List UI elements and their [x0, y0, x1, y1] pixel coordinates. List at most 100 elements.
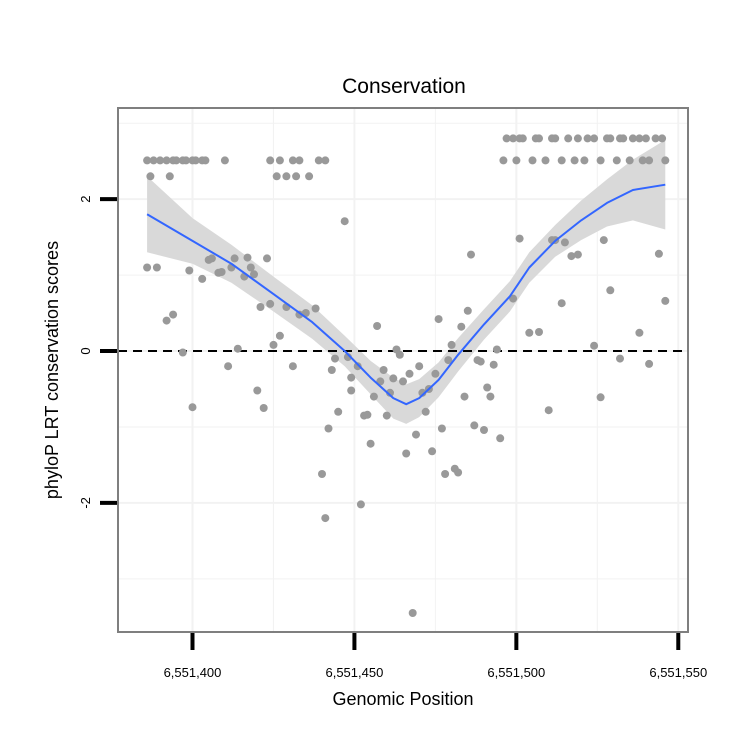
data-point [324, 424, 333, 433]
data-point [282, 172, 291, 181]
data-point [259, 404, 268, 412]
data-point [635, 134, 644, 143]
data-point [198, 274, 207, 283]
data-point [217, 268, 226, 276]
data-point [162, 156, 171, 165]
data-point [645, 156, 654, 165]
data-point [269, 340, 278, 349]
data-point [612, 156, 621, 165]
data-point [541, 156, 550, 165]
data-point [518, 134, 527, 143]
data-point [489, 360, 498, 369]
data-point [590, 134, 599, 143]
data-point [447, 340, 456, 349]
data-point [275, 156, 284, 165]
data-point [619, 134, 628, 143]
data-point [412, 430, 420, 439]
y-tick-label: 2 [78, 196, 93, 203]
data-point [395, 350, 404, 359]
data-point [230, 254, 239, 263]
data-point [314, 156, 323, 165]
y-tick-label: -2 [78, 497, 93, 509]
data-point [502, 134, 511, 143]
data-point [288, 362, 297, 371]
data-point [143, 156, 152, 165]
data-point [347, 386, 356, 395]
data-point [535, 328, 543, 336]
data-point [557, 156, 566, 165]
data-point [295, 156, 304, 165]
data-point [496, 434, 505, 443]
data-point [492, 345, 501, 354]
data-point [149, 156, 158, 165]
data-point [331, 354, 339, 363]
data-point [654, 249, 663, 258]
data-point [263, 254, 271, 263]
x-axis: 6,551,400 6,551,450 6,551,500 6,551,550 [164, 633, 707, 680]
data-point [178, 348, 187, 357]
data-point [275, 331, 284, 340]
data-point [525, 328, 534, 337]
data-point [544, 406, 553, 415]
x-tick-label: 6,551,550 [649, 665, 707, 680]
data-point [256, 303, 265, 311]
data-point [191, 156, 200, 165]
data-point [327, 366, 336, 374]
data-point [415, 362, 424, 371]
data-point [645, 359, 654, 368]
data-point [528, 156, 537, 165]
data-point [382, 411, 391, 420]
data-point [457, 322, 466, 331]
data-point [596, 393, 605, 402]
x-tick-label: 6,551,400 [164, 665, 222, 680]
data-point [470, 421, 479, 430]
data-point [635, 328, 644, 337]
data-point [512, 156, 521, 165]
x-tick-label: 6,551,450 [325, 665, 383, 680]
data-point [596, 156, 605, 165]
data-point [638, 156, 647, 165]
data-point [434, 315, 443, 324]
data-point [318, 470, 326, 478]
data-point [551, 134, 560, 143]
data-point [467, 250, 475, 259]
data-point [156, 156, 165, 165]
data-point [356, 500, 365, 509]
smooth-line [146, 183, 666, 406]
data-point [165, 172, 174, 181]
data-point [661, 296, 670, 305]
data-point [535, 134, 543, 143]
data-point [486, 392, 495, 401]
data-point [567, 252, 576, 261]
data-point [311, 304, 320, 313]
data-point [172, 156, 181, 165]
data-point [661, 156, 670, 165]
confidence-band [147, 139, 666, 424]
data-point [246, 263, 255, 272]
data-point [224, 362, 233, 371]
data-point [628, 134, 637, 143]
data-point [243, 253, 252, 262]
data-point [557, 299, 566, 308]
data-point [460, 392, 469, 401]
data-point [321, 514, 330, 523]
data-point [599, 236, 608, 245]
x-axis-title: Genomic Position [332, 689, 473, 709]
data-point [334, 407, 343, 416]
data-point [379, 366, 388, 374]
data-point [266, 299, 275, 308]
data-point [590, 341, 599, 350]
data-point [185, 266, 194, 275]
data-point [515, 234, 524, 243]
data-point [431, 369, 440, 378]
data-point [658, 134, 667, 143]
data-point [146, 172, 155, 181]
data-point [476, 357, 485, 366]
data-points-layer [143, 134, 670, 617]
data-point [207, 254, 216, 263]
data-point [564, 134, 573, 143]
data-point [560, 238, 569, 247]
y-tick-label: 0 [78, 347, 93, 354]
data-point [428, 447, 437, 456]
data-point [444, 356, 453, 365]
